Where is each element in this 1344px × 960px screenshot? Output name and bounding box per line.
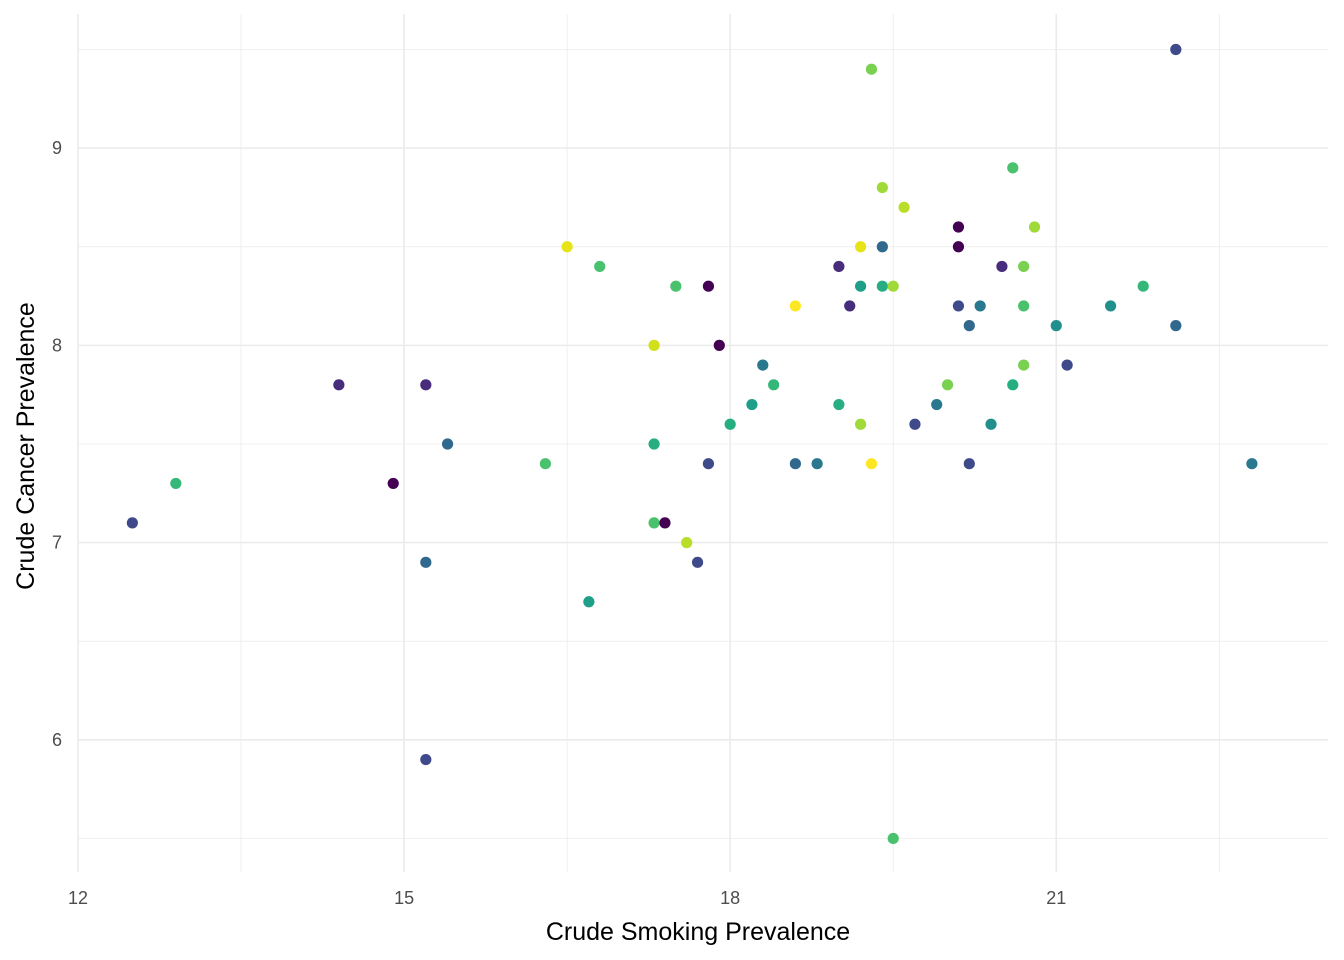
- x-tick-label: 12: [68, 888, 88, 908]
- data-point: [648, 339, 660, 351]
- data-point: [963, 320, 975, 332]
- data-point: [833, 398, 845, 411]
- y-tick-label: 9: [52, 138, 62, 158]
- x-tick-label: 15: [394, 888, 414, 908]
- data-point: [659, 517, 671, 529]
- data-point: [746, 398, 758, 411]
- data-point: [1028, 221, 1041, 233]
- data-point: [1170, 320, 1182, 332]
- data-point: [909, 418, 921, 430]
- data-point: [387, 477, 399, 490]
- data-point: [996, 260, 1008, 273]
- data-point: [1007, 379, 1019, 391]
- data-point: [931, 398, 943, 411]
- data-point: [963, 458, 975, 470]
- data-point: [170, 477, 182, 490]
- data-point: [952, 241, 965, 253]
- data-point: [855, 241, 867, 253]
- data-point: [1137, 280, 1149, 292]
- data-point: [789, 458, 801, 470]
- data-point: [441, 438, 454, 450]
- data-point: [1170, 43, 1182, 56]
- data-point: [952, 221, 965, 233]
- data-point: [702, 280, 715, 292]
- x-axis-title: Crude Smoking Prevalence: [546, 918, 850, 946]
- data-point: [1007, 162, 1019, 174]
- data-point: [855, 418, 867, 430]
- data-points: [126, 43, 1258, 845]
- data-point: [811, 458, 823, 470]
- y-tick-label: 7: [52, 533, 62, 553]
- data-point: [539, 458, 551, 470]
- grid: [77, 14, 1328, 872]
- data-point: [648, 438, 660, 450]
- data-point: [855, 280, 867, 292]
- data-point: [583, 596, 595, 608]
- data-point: [876, 280, 888, 292]
- data-point: [420, 379, 432, 391]
- data-point: [985, 418, 997, 430]
- data-point: [1018, 260, 1030, 273]
- y-tick-label: 6: [52, 730, 62, 750]
- data-point: [789, 300, 801, 312]
- data-point: [1061, 359, 1073, 371]
- data-point: [952, 300, 965, 312]
- data-point: [691, 556, 704, 568]
- y-tick-label: 8: [52, 335, 62, 355]
- data-point: [561, 241, 573, 253]
- x-axis-ticks: 12 15 18 21: [68, 888, 1066, 908]
- data-point: [420, 753, 432, 766]
- data-point: [724, 418, 736, 430]
- data-point: [876, 181, 888, 194]
- data-point: [333, 379, 345, 391]
- data-point: [898, 201, 910, 213]
- data-point: [670, 280, 682, 292]
- data-point: [941, 379, 954, 391]
- y-axis-ticks: 6 7 8 9: [52, 138, 62, 750]
- data-point: [876, 241, 888, 253]
- data-point: [1050, 320, 1062, 332]
- data-point: [887, 280, 899, 292]
- data-point: [757, 359, 769, 371]
- data-point: [702, 458, 715, 470]
- data-point: [768, 379, 780, 391]
- x-tick-label: 18: [720, 888, 740, 908]
- y-axis-title: Crude Cancer Prevalence: [12, 302, 40, 590]
- data-point: [1018, 359, 1030, 371]
- data-point: [887, 832, 899, 845]
- data-point: [1105, 300, 1117, 312]
- data-point: [833, 260, 845, 273]
- data-point: [865, 458, 878, 470]
- data-point: [126, 517, 138, 529]
- data-point: [865, 63, 878, 75]
- data-point: [594, 260, 606, 273]
- data-point: [648, 517, 660, 529]
- x-tick-label: 21: [1046, 888, 1066, 908]
- data-point: [681, 537, 693, 549]
- data-point: [420, 556, 432, 568]
- data-point: [1246, 458, 1258, 470]
- data-point: [844, 300, 856, 312]
- data-point: [974, 300, 986, 312]
- data-point: [1018, 300, 1030, 312]
- data-point: [713, 339, 725, 351]
